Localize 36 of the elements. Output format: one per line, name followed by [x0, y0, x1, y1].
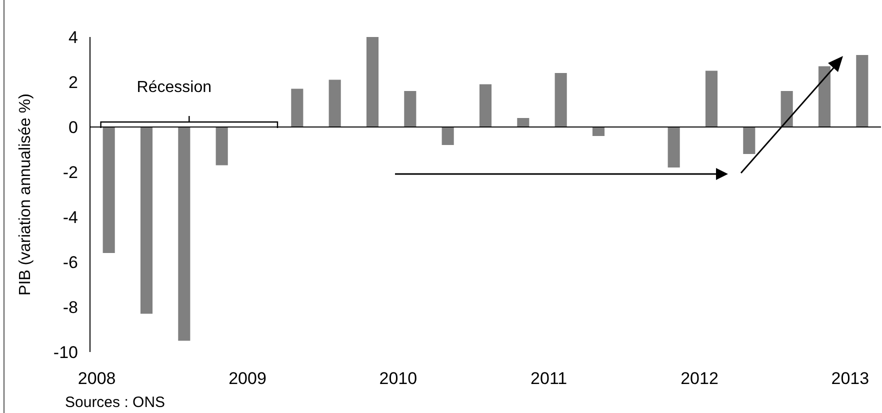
- y-tick-label: 0: [68, 118, 78, 137]
- x-tick-label: 2008: [78, 369, 116, 388]
- bar: [743, 127, 756, 154]
- y-tick-label: 2: [68, 72, 78, 92]
- bar: [140, 127, 153, 314]
- bar: [856, 55, 868, 127]
- bar: [668, 127, 680, 168]
- bar: [517, 118, 530, 127]
- source-note: Sources : ONS: [65, 394, 166, 411]
- y-tick-label: -6: [62, 252, 78, 272]
- y-axis-title: PIB (variation annualisée %): [17, 94, 34, 296]
- y-tick-label: -4: [62, 208, 78, 227]
- bar: [592, 127, 605, 136]
- x-tick-label: 2012: [680, 369, 718, 388]
- bar: [780, 91, 793, 127]
- bar: [404, 91, 416, 127]
- y-tick-label: -10: [53, 342, 78, 362]
- y-tick-label: -2: [62, 162, 78, 182]
- bar: [216, 127, 228, 166]
- bar: [291, 88, 304, 127]
- bar: [705, 70, 718, 127]
- bar: [178, 127, 190, 341]
- x-tick-label: 2013: [831, 369, 870, 388]
- bar: [818, 66, 831, 127]
- x-tick-label: 2010: [379, 369, 418, 388]
- bar: [479, 84, 492, 127]
- annotation: Récession: [136, 79, 212, 96]
- bar: [366, 37, 379, 127]
- bar: [102, 127, 115, 253]
- x-tick-label: 2009: [228, 369, 266, 388]
- x-tick-label: 2011: [530, 369, 568, 388]
- bar: [442, 127, 454, 145]
- bar: [328, 80, 341, 127]
- bar: [554, 73, 567, 127]
- y-tick-label: -8: [62, 298, 78, 317]
- y-tick-label: 4: [68, 28, 78, 47]
